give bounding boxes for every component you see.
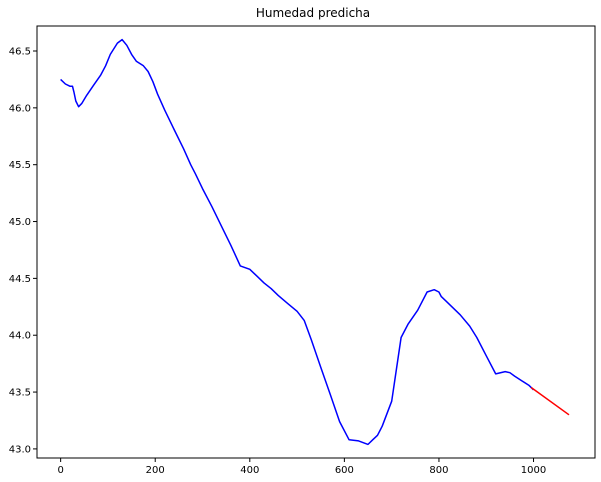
chart-title: Humedad predicha [256,6,370,20]
x-tick-label: 200 [146,465,165,476]
y-tick-label: 43.5 [9,388,31,399]
y-tick-label: 45.5 [9,160,31,171]
x-tick-label: 800 [429,465,448,476]
x-tick-label: 400 [240,465,259,476]
y-tick-label: 44.5 [9,274,31,285]
y-tick-label: 46.0 [9,103,31,114]
y-tick-label: 43.0 [9,444,31,455]
series-line-1 [530,386,570,416]
x-tick-label: 600 [335,465,354,476]
plot-area [60,38,570,446]
plot-frame [36,25,596,459]
series-line-0 [60,38,535,446]
y-axis: 43.0 43.5 44.0 44.5 45.0 45.5 46.0 46.5 [9,47,37,455]
y-tick-label: 44.0 [9,331,31,342]
y-tick-label: 46.5 [9,47,31,58]
x-tick-label: 0 [57,465,63,476]
y-tick-label: 45.0 [9,217,31,228]
x-tick-label: 1000 [521,465,546,476]
x-axis: 0 200 400 600 800 1000 [57,458,546,476]
